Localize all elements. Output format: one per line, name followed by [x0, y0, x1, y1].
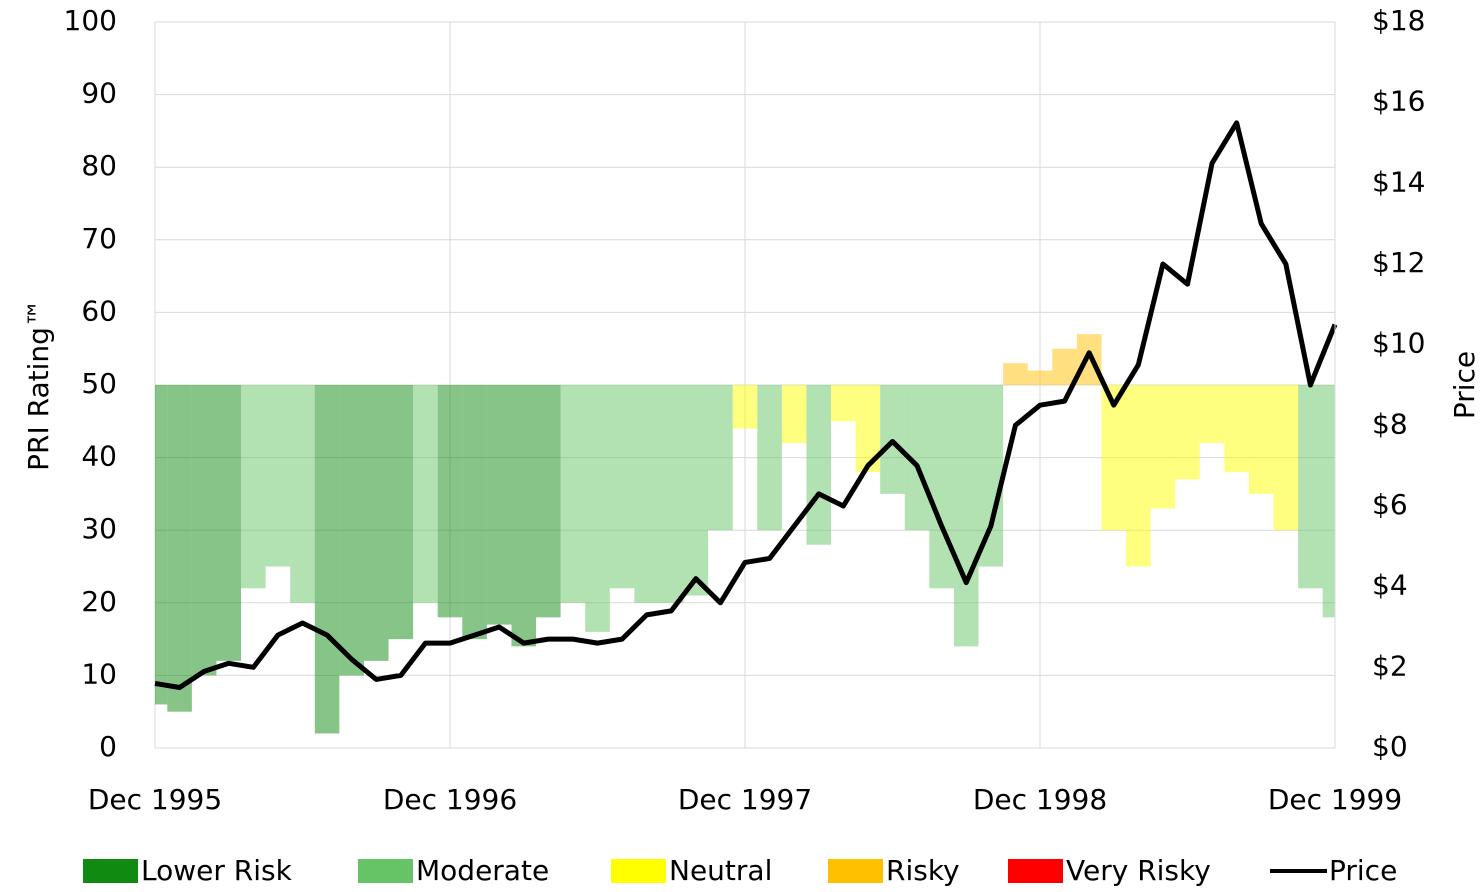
pri-bar: [953, 385, 979, 647]
y-tick-label: 20: [81, 585, 117, 618]
pri-bar: [658, 385, 684, 603]
x-tick-label: Dec 1996: [383, 783, 517, 816]
pri-bar: [560, 385, 586, 603]
legend-label: Price: [1329, 854, 1397, 887]
y2-tick-label: $14: [1372, 165, 1425, 198]
y2-tick-label: $18: [1372, 4, 1425, 37]
y-tick-label: 70: [81, 222, 117, 255]
y2-tick-label: $6: [1372, 488, 1408, 521]
y-tick-label: 40: [81, 440, 117, 473]
pri-bar: [1101, 385, 1127, 531]
y2-tick-label: $8: [1372, 407, 1408, 440]
legend-label: Neutral: [669, 854, 772, 887]
pri-bar: [388, 385, 414, 640]
legend-swatch: [828, 859, 883, 883]
y-tick-label: 90: [81, 77, 117, 110]
pri-bar: [1298, 385, 1323, 589]
pri-bar: [978, 385, 1004, 567]
legend-swatch: [1008, 859, 1063, 883]
y-tick-label: 100: [64, 4, 117, 37]
pri-bar: [191, 385, 217, 676]
x-tick-label: Dec 1998: [973, 783, 1107, 816]
pri-bar: [1199, 385, 1225, 444]
legend-label: Moderate: [416, 854, 549, 887]
y2-tick-label: $16: [1372, 85, 1425, 118]
y2-tick-label: $4: [1372, 569, 1408, 602]
pri-bar: [1175, 385, 1200, 480]
pri-bar: [339, 385, 364, 676]
pri-bar: [757, 385, 782, 531]
legend-swatch: [358, 859, 413, 883]
y-tick-label: 50: [81, 367, 117, 400]
pri-bar: [314, 385, 340, 734]
pri-bar: [806, 385, 832, 545]
y-tick-label: 30: [81, 512, 117, 545]
pri-bar: [732, 385, 758, 429]
y-tick-label: 60: [81, 294, 117, 327]
pri-bar: [1076, 334, 1102, 385]
pri-bar: [511, 385, 537, 647]
pri-bar: [1027, 370, 1053, 385]
pri-bar: [290, 385, 315, 603]
pri-bar: [363, 385, 389, 661]
pri-bar: [1322, 385, 1335, 618]
pri-bar: [1224, 385, 1249, 473]
y2-tick-label: $12: [1372, 246, 1425, 279]
pri-bar: [1150, 385, 1176, 509]
pri-bar: [1273, 385, 1299, 531]
pri-bar: [609, 385, 635, 589]
pri-bar: [1003, 363, 1028, 385]
price-line: [154, 120, 1338, 690]
legend-label: Lower Risk: [141, 854, 293, 887]
pri-bar: [634, 385, 659, 603]
pri-bar: [167, 385, 192, 712]
pri-bar: [241, 385, 266, 589]
pri-bar: [683, 385, 709, 596]
legend-label: Risky: [886, 854, 960, 887]
pri-bar: [536, 385, 561, 618]
pri-bar: [216, 385, 242, 661]
pri-bar: [1126, 385, 1151, 567]
pri-bar: [155, 385, 168, 705]
legend-label: Very Risky: [1066, 854, 1211, 887]
pri-bar: [831, 385, 856, 422]
y2-tick-label: $10: [1372, 327, 1425, 360]
pri-bar: [1052, 348, 1077, 385]
y-tick-label: 80: [81, 149, 117, 182]
y2-tick-label: $2: [1372, 649, 1408, 682]
y-tick-label: 0: [99, 730, 117, 763]
y-axis-label: PRI Rating™: [22, 299, 55, 471]
pri-bar: [437, 385, 463, 618]
pri-bar: [265, 385, 291, 567]
y2-axis-label: Price: [1448, 351, 1481, 419]
x-tick-label: Dec 1995: [88, 783, 222, 816]
pri-bar: [708, 385, 733, 531]
y-tick-label: 10: [81, 657, 117, 690]
pri-bar: [1248, 385, 1274, 494]
pri-bar: [929, 385, 954, 589]
x-tick-label: Dec 1999: [1268, 783, 1402, 816]
pri-bar: [413, 385, 438, 603]
pri-bar: [585, 385, 610, 632]
y2-tick-label: $0: [1372, 730, 1408, 763]
legend-swatch: [611, 859, 666, 883]
pri-bar: [781, 385, 807, 444]
pri-bar: [462, 385, 487, 640]
pri-bar: [486, 385, 512, 625]
legend-swatch: [83, 859, 138, 883]
x-tick-label: Dec 1997: [678, 783, 812, 816]
